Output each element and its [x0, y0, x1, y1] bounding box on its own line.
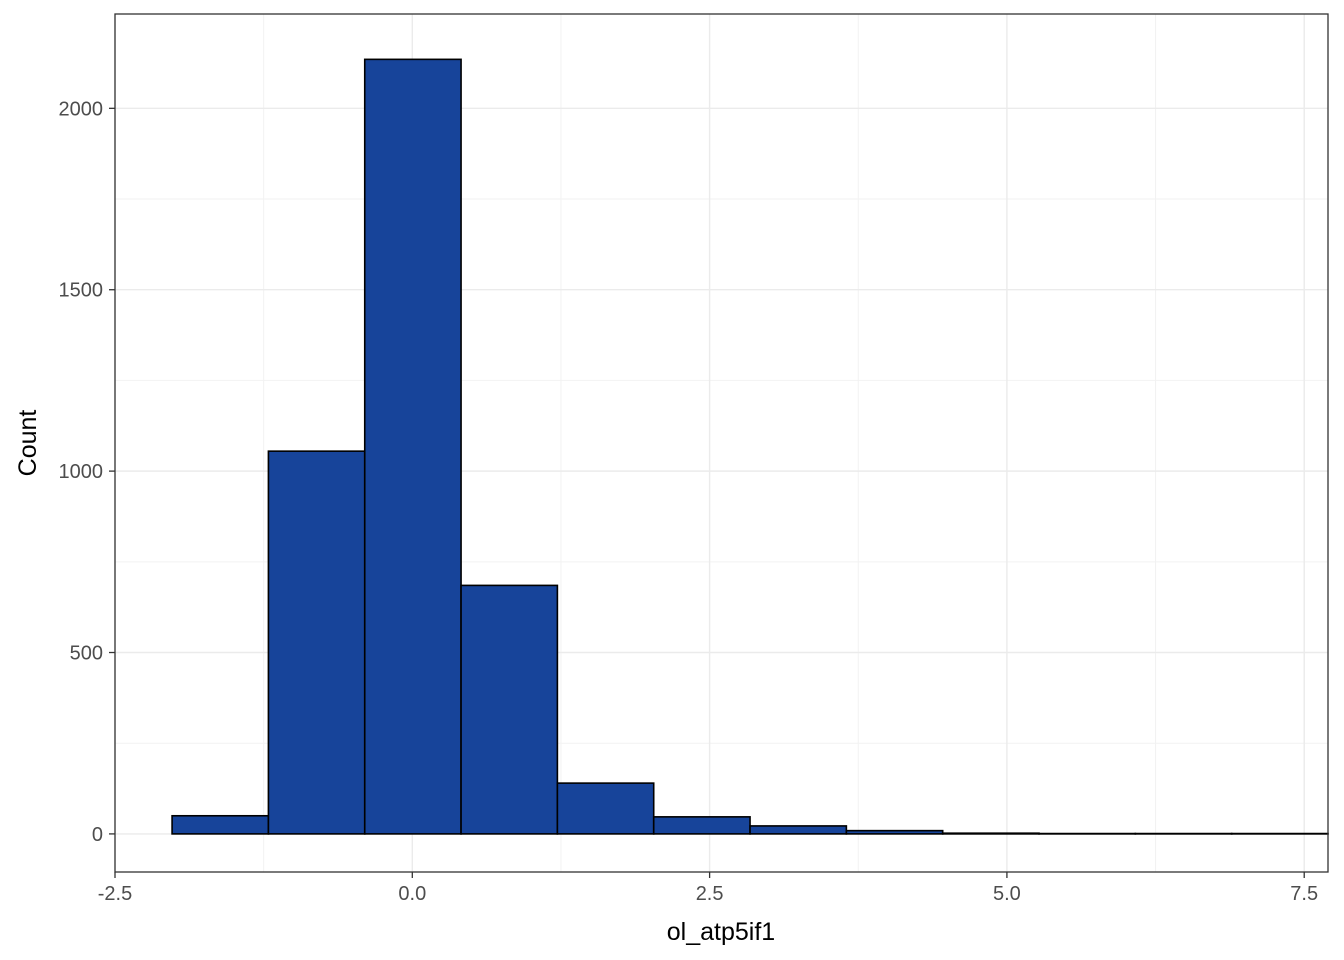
histogram-bar [363, 58, 462, 835]
y-tick-label: 1500 [59, 280, 104, 302]
y-tick-label: 1000 [59, 461, 104, 483]
x-tick-label: 7.5 [1290, 883, 1318, 905]
histogram-bar [845, 829, 944, 835]
histogram-bar [941, 832, 1040, 835]
y-tick-label: 0 [92, 824, 103, 846]
y-axis-title: Count [14, 410, 42, 477]
histogram-bar [171, 814, 270, 835]
histogram-bar [556, 782, 655, 835]
axis-layer: -2.5 0.0 2.5 5.0 7.5 0 500 1000 1500 2000 [59, 98, 1319, 905]
x-axis-title: ol_atp5if1 [667, 918, 775, 946]
histogram-bar [267, 450, 366, 835]
bars-layer [171, 58, 1329, 835]
histogram-bar [749, 825, 848, 835]
histogram-bar [652, 816, 751, 835]
x-tick-label: -2.5 [98, 883, 132, 905]
panel-border [114, 13, 1329, 873]
y-tick-label: 500 [70, 643, 103, 665]
x-tick-label: 2.5 [696, 883, 724, 905]
histogram-bar [460, 584, 559, 835]
y-tick-label: 2000 [59, 98, 104, 120]
x-tick-label: 5.0 [993, 883, 1021, 905]
x-tick-label: 0.0 [398, 883, 426, 905]
